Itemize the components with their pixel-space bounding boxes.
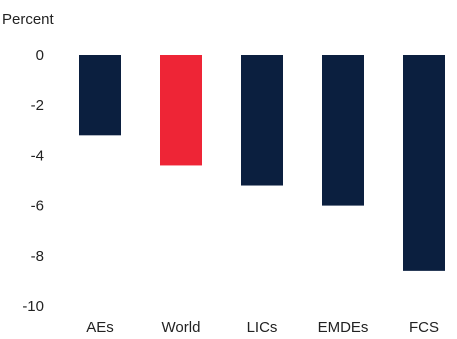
bar-lics [241, 55, 283, 186]
y-tick-label: -4 [31, 147, 44, 164]
x-category-label: FCS [409, 319, 439, 336]
x-axis-labels: AEs World LICs EMDEs FCS [86, 319, 439, 336]
bar-fcs [403, 55, 445, 271]
bars [79, 55, 445, 271]
y-tick-label: 0 [36, 47, 44, 64]
bar-world [160, 55, 202, 166]
y-tick-label: -10 [22, 298, 44, 315]
y-axis-unit-label: Percent [2, 11, 55, 28]
x-category-label: AEs [86, 319, 114, 336]
x-category-label: EMDEs [318, 319, 369, 336]
x-category-label: LICs [247, 319, 278, 336]
bar-emdes [322, 55, 364, 206]
x-category-label: World [162, 319, 201, 336]
y-tick-label: -8 [31, 248, 44, 265]
y-tick-label: -6 [31, 198, 44, 215]
bar-aes [79, 55, 121, 136]
y-tick-label: -2 [31, 97, 44, 114]
y-axis-ticks: 0 -2 -4 -6 -8 -10 [22, 47, 44, 315]
